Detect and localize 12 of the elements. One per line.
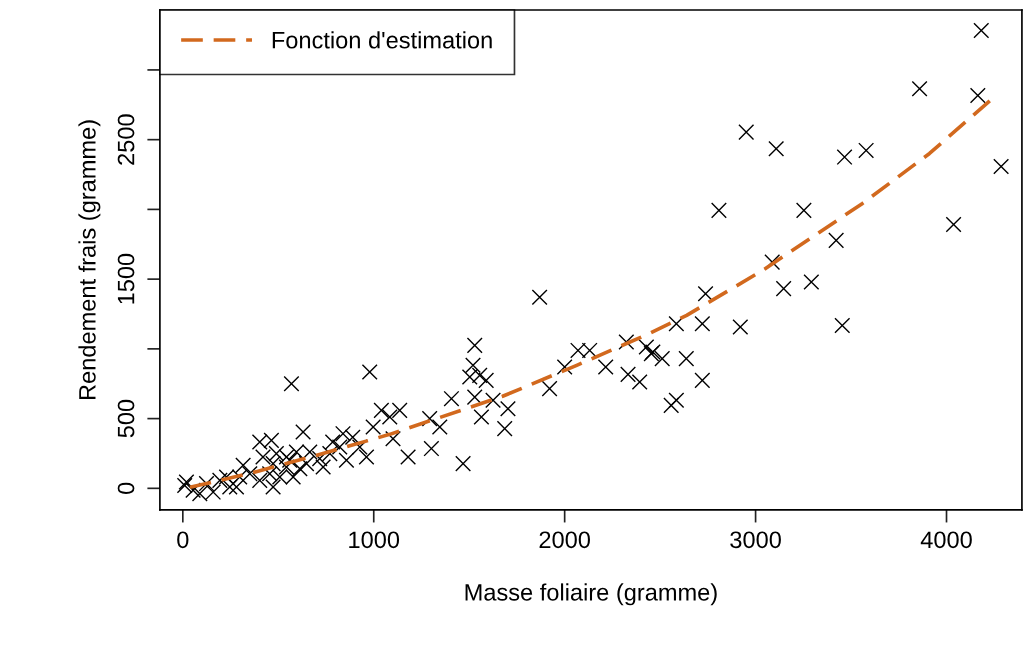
x-tick-label: 2000 (539, 531, 590, 549)
y-tick-label: 1500 (117, 253, 135, 304)
y-tick-label: 500 (117, 399, 135, 438)
x-tick-label: 1000 (349, 531, 400, 549)
x-tick-label: 3000 (730, 531, 781, 549)
x-axis-title: Masse foliaire (gramme) (465, 583, 717, 606)
x-tick-label: 4000 (920, 531, 972, 549)
y-axis-title: Rendement frais (gramme) (78, 120, 101, 400)
legend-label: Fonction d'estimation (272, 31, 492, 49)
x-tick-label: 0 (177, 531, 189, 549)
y-tick-label: 2500 (117, 114, 135, 165)
y-tick-label: 0 (117, 482, 135, 494)
